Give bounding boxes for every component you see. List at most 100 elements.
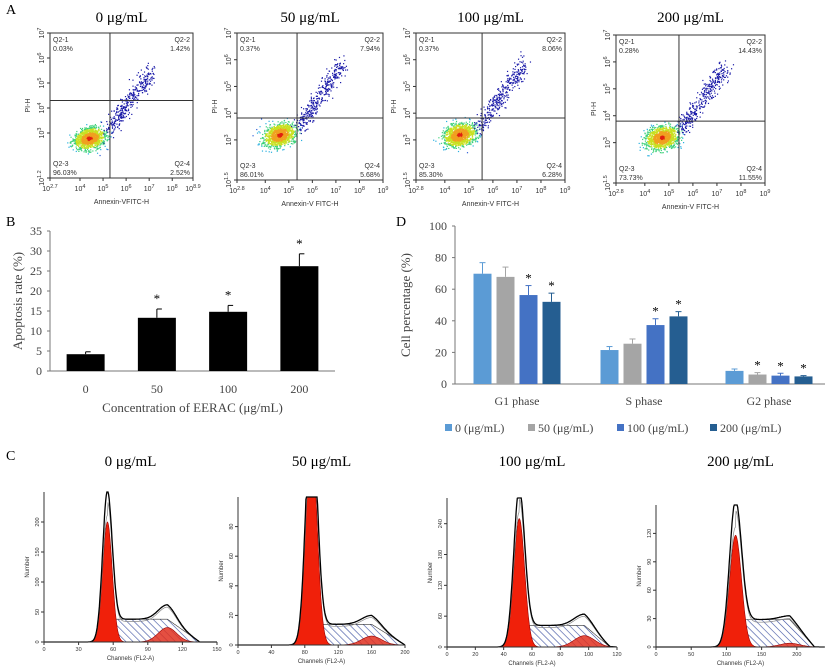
cell-dot <box>289 146 291 148</box>
cell-dot <box>513 76 515 78</box>
cell-dot <box>339 67 342 70</box>
cell-dot <box>466 130 469 132</box>
cell-dot <box>305 123 307 125</box>
cell-dot <box>475 130 477 133</box>
cell-dot <box>276 143 278 145</box>
cell-dot <box>281 134 283 136</box>
cell-dot <box>456 127 458 129</box>
cell-dot <box>451 141 453 144</box>
cell-dot <box>324 80 327 83</box>
cell-dot <box>264 145 266 147</box>
cell-dot <box>476 131 478 133</box>
cell-dot <box>521 68 524 71</box>
cell-dot <box>105 135 107 137</box>
cell-dot <box>334 74 336 76</box>
cell-dot <box>496 94 498 97</box>
cell-dot <box>290 135 293 137</box>
cell-dot <box>479 128 481 131</box>
cell-dot <box>292 143 294 145</box>
cell-dot <box>75 150 77 153</box>
cell-dot <box>279 126 281 128</box>
cell-dot <box>85 139 87 141</box>
y-axis-label: PI-H <box>25 99 32 113</box>
cell-dot <box>99 135 101 137</box>
cell-dot <box>269 130 271 132</box>
cell-dot <box>468 142 470 145</box>
cell-dot <box>99 144 101 146</box>
cell-dot <box>462 139 464 141</box>
cell-dot <box>502 103 504 105</box>
cell-dot <box>473 124 476 126</box>
cell-dot <box>276 149 279 151</box>
cell-dot <box>285 125 287 128</box>
cell-dot <box>493 110 495 112</box>
cell-dot <box>319 93 321 95</box>
cell-dot <box>311 110 313 112</box>
cell-dot <box>334 59 336 61</box>
cell-dot <box>102 125 105 127</box>
cell-dot <box>449 140 451 142</box>
cell-dot <box>89 143 92 145</box>
cell-dot <box>457 144 459 146</box>
cell-dot <box>81 130 83 132</box>
cell-dot <box>89 126 91 129</box>
cell-dot <box>326 74 328 77</box>
cell-dot <box>311 106 313 108</box>
cell-dot <box>318 104 320 106</box>
cell-dot <box>87 135 89 137</box>
cell-dot <box>275 137 277 140</box>
cell-dot <box>281 126 283 128</box>
cell-dot <box>268 139 270 141</box>
cell-dot <box>92 126 94 129</box>
cell-dot <box>96 138 98 140</box>
cell-dot <box>143 78 145 80</box>
cell-dot <box>326 80 329 83</box>
x-tick-label: 105 <box>98 184 109 193</box>
cell-dot <box>90 140 92 142</box>
cell-dot <box>273 139 275 142</box>
cell-dot <box>280 138 283 140</box>
cell-dot <box>491 103 493 106</box>
cell-dot <box>461 128 463 130</box>
cell-dot <box>120 109 122 111</box>
cell-dot <box>129 96 131 98</box>
cell-dot <box>456 133 458 135</box>
cell-dot <box>278 145 281 147</box>
cell-dot <box>645 135 647 137</box>
cell-dot <box>465 126 467 129</box>
cell-dot <box>81 136 83 138</box>
cell-dot <box>92 132 94 134</box>
x-tick-label: 108 <box>167 184 178 193</box>
cell-dot <box>153 82 155 84</box>
cell-dot <box>113 110 115 112</box>
x-tick-label: 108 <box>354 186 365 195</box>
cell-dot <box>319 86 321 89</box>
cell-dot <box>293 136 295 139</box>
cell-dot <box>278 147 280 150</box>
cell-dot <box>95 134 97 136</box>
cell-dot <box>80 143 82 145</box>
cell-dot <box>96 147 99 149</box>
cell-dot <box>468 130 470 132</box>
cell-dot <box>271 133 273 135</box>
cell-dot <box>97 135 99 137</box>
cell-dot <box>84 127 86 129</box>
cell-dot <box>453 141 455 143</box>
cell-dot <box>672 144 675 146</box>
cell-dot <box>465 123 467 126</box>
cell-dot <box>457 136 459 138</box>
x-tick-label: 106 <box>121 184 132 193</box>
cell-dot <box>518 63 520 65</box>
cell-dot <box>291 138 293 140</box>
cell-dot <box>277 121 279 123</box>
cell-dot <box>92 139 94 141</box>
cell-dot <box>448 147 450 150</box>
y-tick-label: 107 <box>403 28 412 39</box>
cell-dot <box>87 150 89 152</box>
cell-dot <box>457 142 459 145</box>
cell-dot <box>461 136 463 138</box>
cell-dot <box>445 137 447 139</box>
cell-dot <box>121 101 123 103</box>
cell-dot <box>468 126 471 129</box>
cell-dot <box>117 104 119 107</box>
